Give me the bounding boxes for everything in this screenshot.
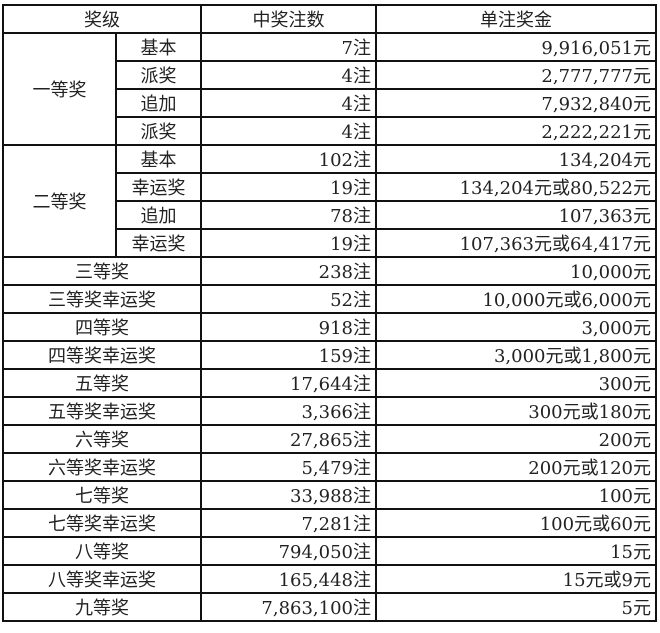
table-row: 四等奖幸运奖 159注 3,000元或1,800元: [2, 340, 657, 370]
prize-level: 八等奖: [2, 536, 202, 566]
winner-count: 4注: [200, 88, 377, 118]
prize-level: 八等奖幸运奖: [2, 564, 202, 594]
prize-amount: 10,000元或6,000元: [375, 284, 657, 314]
table-row: 五等奖幸运奖 3,366注 300元或180元: [2, 396, 657, 426]
prize-sublevel: 派奖: [115, 116, 202, 146]
prize-amount: 134,204元或80,522元: [375, 172, 657, 202]
prize-sublevel: 派奖: [115, 60, 202, 90]
prize-amount: 3,000元或1,800元: [375, 340, 657, 370]
table-row: 幸运奖 19注 107,363元或64,417元: [3, 228, 657, 258]
table-row: 七等奖 33,988注 100元: [2, 480, 657, 510]
prize-level: 四等奖幸运奖: [2, 340, 202, 370]
prize-amount: 200元或120元: [375, 452, 657, 482]
prize-sublevel: 基本: [115, 32, 202, 62]
winner-count: 7注: [200, 32, 377, 62]
table-row: 三等奖 238注 10,000元: [2, 256, 657, 286]
prize-amount: 5元: [375, 592, 657, 622]
table-row: 幸运奖 19注 134,204元或80,522元: [3, 172, 657, 202]
prize-level: 六等奖: [2, 424, 202, 454]
table-row: 三等奖幸运奖 52注 10,000元或6,000元: [2, 284, 657, 314]
prize-sublevel: 基本: [115, 144, 202, 174]
prize-amount: 15元: [375, 536, 657, 566]
winner-count: 165,448注: [200, 564, 377, 594]
table-row: 一等奖 基本 7注 9,916,051元: [2, 32, 657, 146]
winner-count: 7,281注: [200, 508, 377, 538]
prize-amount: 7,932,840元: [375, 88, 657, 118]
winner-count: 17,644注: [200, 368, 377, 398]
winner-count: 238注: [200, 256, 377, 286]
winner-count: 33,988注: [200, 480, 377, 510]
winner-count: 19注: [200, 172, 377, 202]
prize-amount: 3,000元: [375, 312, 657, 342]
prize-sublevel: 幸运奖: [115, 172, 202, 202]
prize-amount: 200元: [375, 424, 657, 454]
prize-level: 六等奖幸运奖: [2, 452, 202, 482]
prize-level: 四等奖: [2, 312, 202, 342]
header-level: 奖级: [2, 4, 202, 34]
prize-sublevel: 幸运奖: [115, 228, 202, 258]
prize-amount: 15元或9元: [375, 564, 657, 594]
table-row: 追加 4注 7,932,840元: [3, 88, 657, 118]
prize-amount: 10,000元: [375, 256, 657, 286]
prize-amount: 100元或60元: [375, 508, 657, 538]
prize-sublevel: 追加: [115, 200, 202, 230]
header-row: 奖级 中奖注数 单注奖金: [2, 4, 657, 34]
prize-sublevel: 追加: [115, 88, 202, 118]
table-row: 八等奖 794,050注 15元: [2, 536, 657, 566]
prize-level: 五等奖幸运奖: [2, 396, 202, 426]
winner-count: 794,050注: [200, 536, 377, 566]
table-row: 八等奖幸运奖 165,448注 15元或9元: [2, 564, 657, 594]
winner-count: 7,863,100注: [200, 592, 377, 622]
prize-amount: 107,363元或64,417元: [375, 228, 657, 258]
prize-level: 二等奖: [2, 144, 117, 258]
prize-amount: 2,222,221元: [375, 116, 657, 146]
table-row: 九等奖 7,863,100注 5元: [2, 592, 657, 622]
winner-count: 5,479注: [200, 452, 377, 482]
table-row: 追加 78注 107,363元: [3, 200, 657, 230]
winner-count: 27,865注: [200, 424, 377, 454]
prize-level: 一等奖: [2, 32, 117, 146]
prize-amount: 300元: [375, 368, 657, 398]
prize-level: 九等奖: [2, 592, 202, 622]
table-row: 六等奖 27,865注 200元: [2, 424, 657, 454]
table-row: 六等奖幸运奖 5,479注 200元或120元: [2, 452, 657, 482]
prize-level: 五等奖: [2, 368, 202, 398]
table-row: 五等奖 17,644注 300元: [2, 368, 657, 398]
prize-level: 三等奖: [2, 256, 202, 286]
table-row: 派奖 4注 2,777,777元: [3, 60, 657, 90]
winner-count: 102注: [200, 144, 377, 174]
winner-count: 4注: [200, 60, 377, 90]
table-row: 七等奖幸运奖 7,281注 100元或60元: [2, 508, 657, 538]
winner-count: 19注: [200, 228, 377, 258]
prize-amount: 100元: [375, 480, 657, 510]
prize-level: 七等奖: [2, 480, 202, 510]
winner-count: 918注: [200, 312, 377, 342]
prize-amount: 2,777,777元: [375, 60, 657, 90]
prize-amount: 134,204元: [375, 144, 657, 174]
winner-count: 4注: [200, 116, 377, 146]
prize-level: 三等奖幸运奖: [2, 284, 202, 314]
winner-count: 52注: [200, 284, 377, 314]
table-row: 四等奖 918注 3,000元: [2, 312, 657, 342]
header-prize: 单注奖金: [375, 4, 657, 34]
winner-count: 78注: [200, 200, 377, 230]
winner-count: 3,366注: [200, 396, 377, 426]
prize-table: 奖级 中奖注数 单注奖金 一等奖 基本 7注 9,916,051元 派奖 4注 2,777,…: [2, 4, 657, 622]
header-count: 中奖注数: [200, 4, 377, 34]
prize-amount: 9,916,051元: [375, 32, 657, 62]
table-row: 派奖 4注 2,222,221元: [3, 116, 657, 146]
winner-count: 159注: [200, 340, 377, 370]
prize-amount: 300元或180元: [375, 396, 657, 426]
table-row: 二等奖 基本 102注 134,204元: [2, 144, 657, 258]
prize-amount: 107,363元: [375, 200, 657, 230]
prize-level: 七等奖幸运奖: [2, 508, 202, 538]
